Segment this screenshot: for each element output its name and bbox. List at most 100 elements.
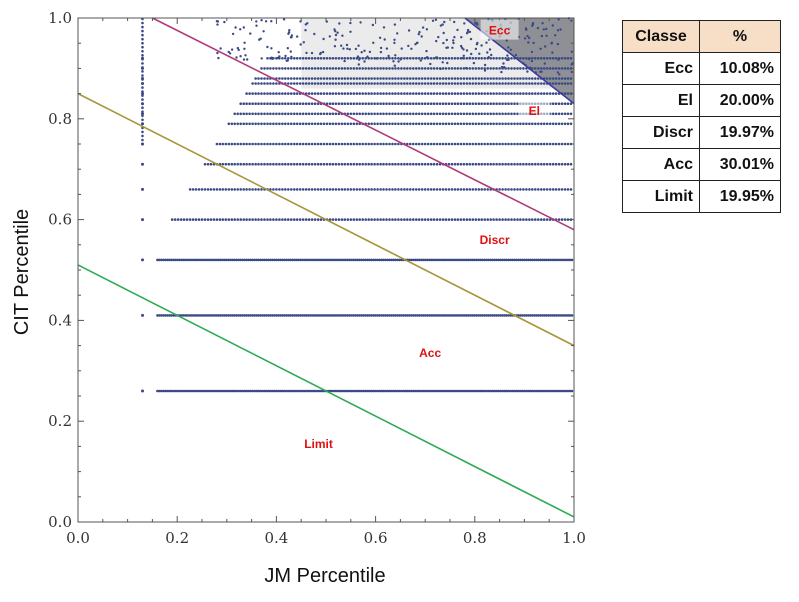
- scatter-point: [394, 188, 397, 191]
- scatter-point: [498, 92, 501, 95]
- scatter-point: [409, 112, 412, 116]
- scatter-point: [542, 67, 546, 70]
- scatter-point: [162, 314, 165, 317]
- scatter-point: [432, 102, 436, 105]
- scatter-point: [522, 57, 525, 60]
- scatter-point: [539, 70, 542, 74]
- scatter-point: [278, 142, 281, 146]
- scatter-point: [366, 314, 370, 317]
- scatter-point: [495, 122, 498, 126]
- scatter-point: [551, 24, 554, 27]
- scatter-point: [429, 142, 433, 146]
- scatter-point: [358, 67, 362, 70]
- scatter-point: [197, 218, 201, 221]
- scatter-point: [469, 314, 473, 317]
- scatter-point: [227, 188, 231, 191]
- scatter-point: [231, 389, 235, 393]
- scatter-point: [314, 314, 318, 317]
- scatter-point: [260, 218, 263, 221]
- scatter-point: [423, 82, 427, 85]
- scatter-point: [352, 142, 356, 146]
- scatter-point: [403, 77, 406, 80]
- scatter-point: [316, 162, 320, 166]
- scatter-point: [406, 112, 409, 116]
- scatter-point: [141, 313, 144, 317]
- scatter-point: [569, 102, 573, 105]
- scatter-point: [313, 32, 316, 36]
- scatter-point: [203, 389, 207, 393]
- scatter-point: [429, 67, 433, 70]
- scatter-point: [334, 82, 338, 85]
- scatter-point: [254, 218, 257, 221]
- scatter-point: [394, 258, 397, 262]
- scatter-point: [346, 142, 350, 146]
- scatter-point: [187, 389, 191, 393]
- scatter-point: [349, 67, 353, 70]
- scatter-point: [259, 258, 262, 262]
- scatter-point: [251, 258, 254, 262]
- scatter-point: [551, 142, 555, 146]
- scatter-point: [301, 82, 305, 85]
- scatter-point: [459, 314, 463, 317]
- scatter-point: [239, 122, 242, 126]
- scatter-point: [498, 112, 501, 116]
- scatter-point: [171, 314, 175, 317]
- scatter-point: [552, 258, 556, 262]
- scatter-point: [540, 162, 543, 166]
- scatter-point: [269, 258, 272, 262]
- scatter-point: [241, 258, 244, 262]
- scatter-point: [239, 102, 242, 105]
- scatter-point: [498, 82, 501, 85]
- scatter-point: [370, 188, 373, 191]
- scatter-point: [308, 258, 312, 262]
- scatter-point: [480, 218, 484, 221]
- scatter-point: [278, 122, 281, 126]
- scatter-point: [557, 188, 561, 191]
- scatter-point: [388, 67, 391, 70]
- scatter-point: [504, 82, 507, 85]
- scatter-point: [355, 102, 359, 105]
- scatter-point: [528, 142, 531, 146]
- scatter-point: [498, 57, 501, 60]
- scatter-point: [287, 314, 290, 317]
- scatter-point: [570, 70, 573, 74]
- scatter-point: [417, 57, 421, 60]
- scatter-point: [197, 314, 201, 317]
- scatter-point: [438, 112, 442, 116]
- scatter-point: [406, 122, 409, 126]
- scatter-point: [407, 29, 411, 32]
- scatter-point: [481, 314, 485, 317]
- scatter-point: [416, 314, 419, 317]
- region-label-limit: Limit: [304, 437, 333, 451]
- scatter-point: [379, 122, 382, 126]
- scatter-point: [450, 102, 454, 105]
- scatter-point: [525, 218, 528, 221]
- scatter-point: [287, 122, 290, 126]
- scatter-point: [156, 389, 159, 393]
- scatter-point: [483, 122, 487, 126]
- scatter-points: [141, 17, 574, 393]
- scatter-point: [415, 77, 418, 80]
- scatter-point: [467, 314, 471, 317]
- scatter-point: [554, 162, 558, 166]
- scatter-point: [499, 314, 502, 317]
- scatter-point: [457, 389, 461, 393]
- scatter-point: [325, 122, 329, 126]
- scatter-point: [358, 112, 362, 116]
- scatter-point: [141, 218, 144, 222]
- scatter-point: [542, 57, 546, 60]
- scatter-point: [459, 218, 463, 221]
- y-tick-label: 1.0: [48, 9, 72, 27]
- scatter-point: [548, 188, 552, 191]
- scatter-point: [230, 188, 234, 191]
- scatter-point: [358, 82, 362, 85]
- scatter-point: [379, 188, 382, 191]
- scatter-point: [566, 92, 570, 95]
- scatter-point: [235, 258, 238, 262]
- scatter-point: [479, 314, 483, 317]
- scatter-point: [185, 258, 189, 262]
- scatter-point: [191, 389, 195, 393]
- scatter-point: [298, 389, 302, 393]
- scatter-point: [233, 258, 236, 262]
- scatter-point: [394, 218, 397, 221]
